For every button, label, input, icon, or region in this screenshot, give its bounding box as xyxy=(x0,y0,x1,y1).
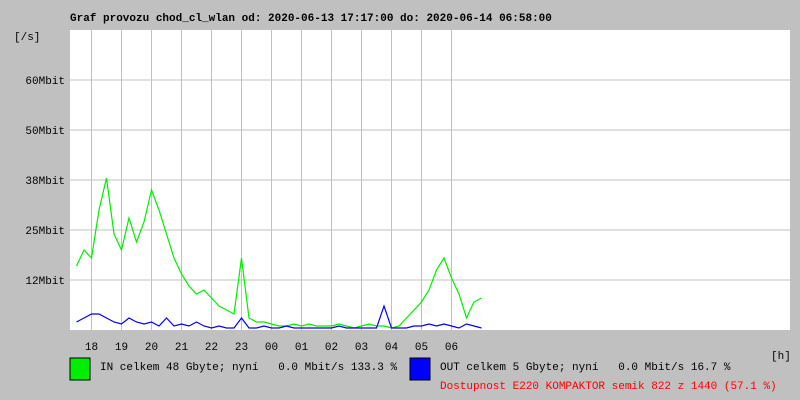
x-tick-label: 04 xyxy=(385,342,399,354)
x-tick-label: 06 xyxy=(445,342,458,354)
x-tick-label: 21 xyxy=(175,342,189,354)
annotation: Dostupnost E220 KOMPAKTOR semik 822 z 14… xyxy=(440,381,777,393)
y-tick-label: 60Mbit xyxy=(25,76,65,88)
x-tick-label: 03 xyxy=(355,342,368,354)
legend-entry: IN celkem 48 Gbyte; nyní 0.0 Mbit/s 133.… xyxy=(100,362,397,374)
legend-swatch xyxy=(409,357,431,381)
x-tick-label: 20 xyxy=(145,342,158,354)
x-tick-label: 01 xyxy=(295,342,309,354)
legend-entry: OUT celkem 5 Gbyte; nyní 0.0 Mbit/s 16.7… xyxy=(440,362,731,374)
x-tick-label: 02 xyxy=(325,342,338,354)
x-tick-label: 00 xyxy=(265,342,278,354)
y-axis-label: [/s] xyxy=(14,32,40,44)
x-axis-label: [h] xyxy=(771,351,791,363)
x-tick-label: 19 xyxy=(115,342,128,354)
y-tick-label: 38Mbit xyxy=(25,176,65,188)
grid xyxy=(70,30,790,330)
y-tick-label: 12Mbit xyxy=(25,276,65,288)
x-tick-label: 23 xyxy=(235,342,248,354)
x-tick-label: 05 xyxy=(415,342,428,354)
chart-title: Graf provozu chod_cl_wlan od: 2020-06-13… xyxy=(70,13,552,25)
y-tick-label: 25Mbit xyxy=(25,226,65,238)
y-tick-label: 50Mbit xyxy=(25,126,65,138)
series-line xyxy=(76,304,482,329)
series-lines xyxy=(75,177,482,329)
legend-swatch xyxy=(69,357,91,381)
series-line xyxy=(75,177,482,329)
x-tick-label: 22 xyxy=(205,342,218,354)
x-tick-label: 18 xyxy=(85,342,98,354)
